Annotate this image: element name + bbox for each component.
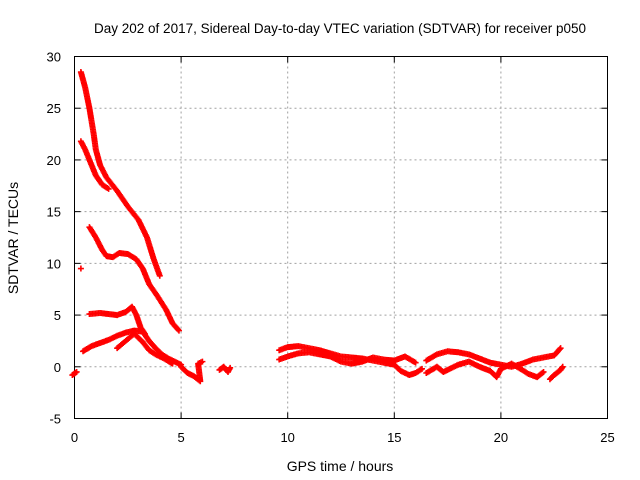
data-point [559, 363, 566, 370]
data-point [77, 265, 84, 272]
y-tick-label: 30 [47, 50, 61, 65]
series-track-b [77, 138, 112, 192]
data-point [199, 358, 206, 365]
series-track-l [276, 349, 419, 367]
y-tick-label: -5 [49, 412, 61, 427]
y-tick-labels: -5 0 5 10 15 20 25 30 [47, 50, 61, 427]
data-point [557, 345, 564, 352]
x-tick-label: 20 [494, 430, 508, 445]
x-tick-label: 5 [177, 430, 184, 445]
y-tick-label: 20 [47, 153, 61, 168]
x-axis-label: GPS time / hours [287, 458, 394, 474]
x-tick-label: 25 [600, 430, 614, 445]
grid [74, 56, 608, 419]
series-track-a [77, 69, 163, 279]
data-point [169, 360, 176, 367]
plot-frame [74, 56, 608, 419]
series-track-m [423, 345, 564, 370]
data-point [175, 327, 182, 334]
series-track-h [69, 368, 80, 379]
y-tick-label: 15 [47, 205, 61, 220]
x-tick-label: 10 [280, 430, 294, 445]
y-axis-label: SDTVAR / TECUs [5, 182, 21, 294]
data-point [105, 185, 112, 192]
series-track-i [178, 358, 206, 385]
x-tick-label: 0 [71, 430, 78, 445]
series-track-o [546, 363, 566, 383]
x-tick-labels: 0 5 10 15 20 25 [71, 430, 615, 445]
series-track-e [80, 327, 185, 368]
data-point [556, 346, 563, 353]
series-track-f [114, 330, 176, 367]
chart-title: Day 202 of 2017, Sidereal Day-to-day VTE… [94, 21, 586, 36]
data-point [175, 326, 182, 333]
y-tick-label: 25 [47, 101, 61, 116]
series-track-g [77, 265, 84, 272]
data-point [156, 272, 163, 279]
series-track-j [216, 363, 234, 375]
y-tick-label: 0 [54, 360, 61, 375]
y-tick-label: 10 [47, 256, 61, 271]
x-tick-label: 15 [387, 430, 401, 445]
series-track-n [423, 358, 547, 381]
data-point [539, 369, 546, 376]
data-point [227, 364, 234, 371]
data-point [419, 365, 426, 372]
data-point [540, 368, 547, 375]
data-point [73, 368, 80, 375]
y-tick-label: 5 [54, 308, 61, 323]
data-point [412, 359, 419, 366]
data-points [69, 69, 566, 385]
series-track-c [86, 224, 182, 334]
